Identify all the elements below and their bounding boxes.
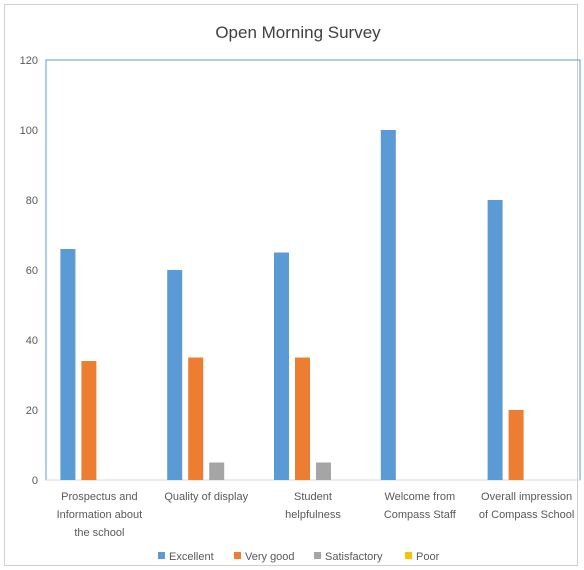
y-tick-label: 20 [26, 405, 38, 417]
legend-swatch [314, 552, 321, 559]
x-tick-label: Overall impression [481, 491, 572, 503]
legend: Excellent Very good Satisfactory Poor [158, 551, 440, 563]
bar-very-good [188, 357, 204, 480]
x-tick-label: the school [74, 527, 124, 539]
y-tick-label: 80 [26, 195, 38, 207]
y-tick-label: 100 [20, 125, 38, 137]
bar-excellent [380, 130, 396, 480]
y-axis: 0 20 40 60 80 100 120 [20, 55, 38, 487]
chart-frame [4, 4, 578, 566]
x-tick-label: Information about [57, 509, 143, 521]
bar-excellent [487, 200, 503, 480]
bar-excellent [60, 249, 76, 480]
legend-label: Satisfactory [325, 551, 383, 563]
legend-label: Very good [245, 551, 295, 563]
chart-title: Open Morning Survey [215, 23, 381, 42]
x-tick-label: Welcome from [384, 491, 455, 503]
y-tick-label: 120 [20, 55, 38, 67]
x-tick-label: Student [294, 491, 332, 503]
x-tick-label: of Compass School [479, 509, 574, 521]
bar-satisfactory [316, 462, 331, 480]
y-tick-label: 40 [26, 335, 38, 347]
x-tick-label: helpfulness [285, 509, 341, 521]
x-tick-label: Compass Staff [384, 509, 457, 521]
legend-label: Excellent [169, 551, 214, 563]
legend-swatch [234, 552, 241, 559]
bar-very-good [508, 410, 524, 480]
x-axis: Prospectus and Information about the schoo… [57, 491, 575, 539]
y-tick-label: 60 [26, 265, 38, 277]
y-tick-label: 0 [32, 475, 38, 487]
legend-label: Poor [416, 551, 440, 563]
bar-very-good [295, 357, 310, 480]
legend-swatch [405, 552, 412, 559]
bars [60, 130, 524, 480]
x-tick-label: Quality of display [164, 491, 248, 503]
bar-excellent [274, 252, 289, 480]
legend-swatch [158, 552, 165, 559]
x-tick-label: Prospectus and [61, 491, 137, 503]
bar-very-good [81, 361, 97, 480]
bar-satisfactory [209, 462, 225, 480]
bar-excellent [167, 270, 183, 480]
